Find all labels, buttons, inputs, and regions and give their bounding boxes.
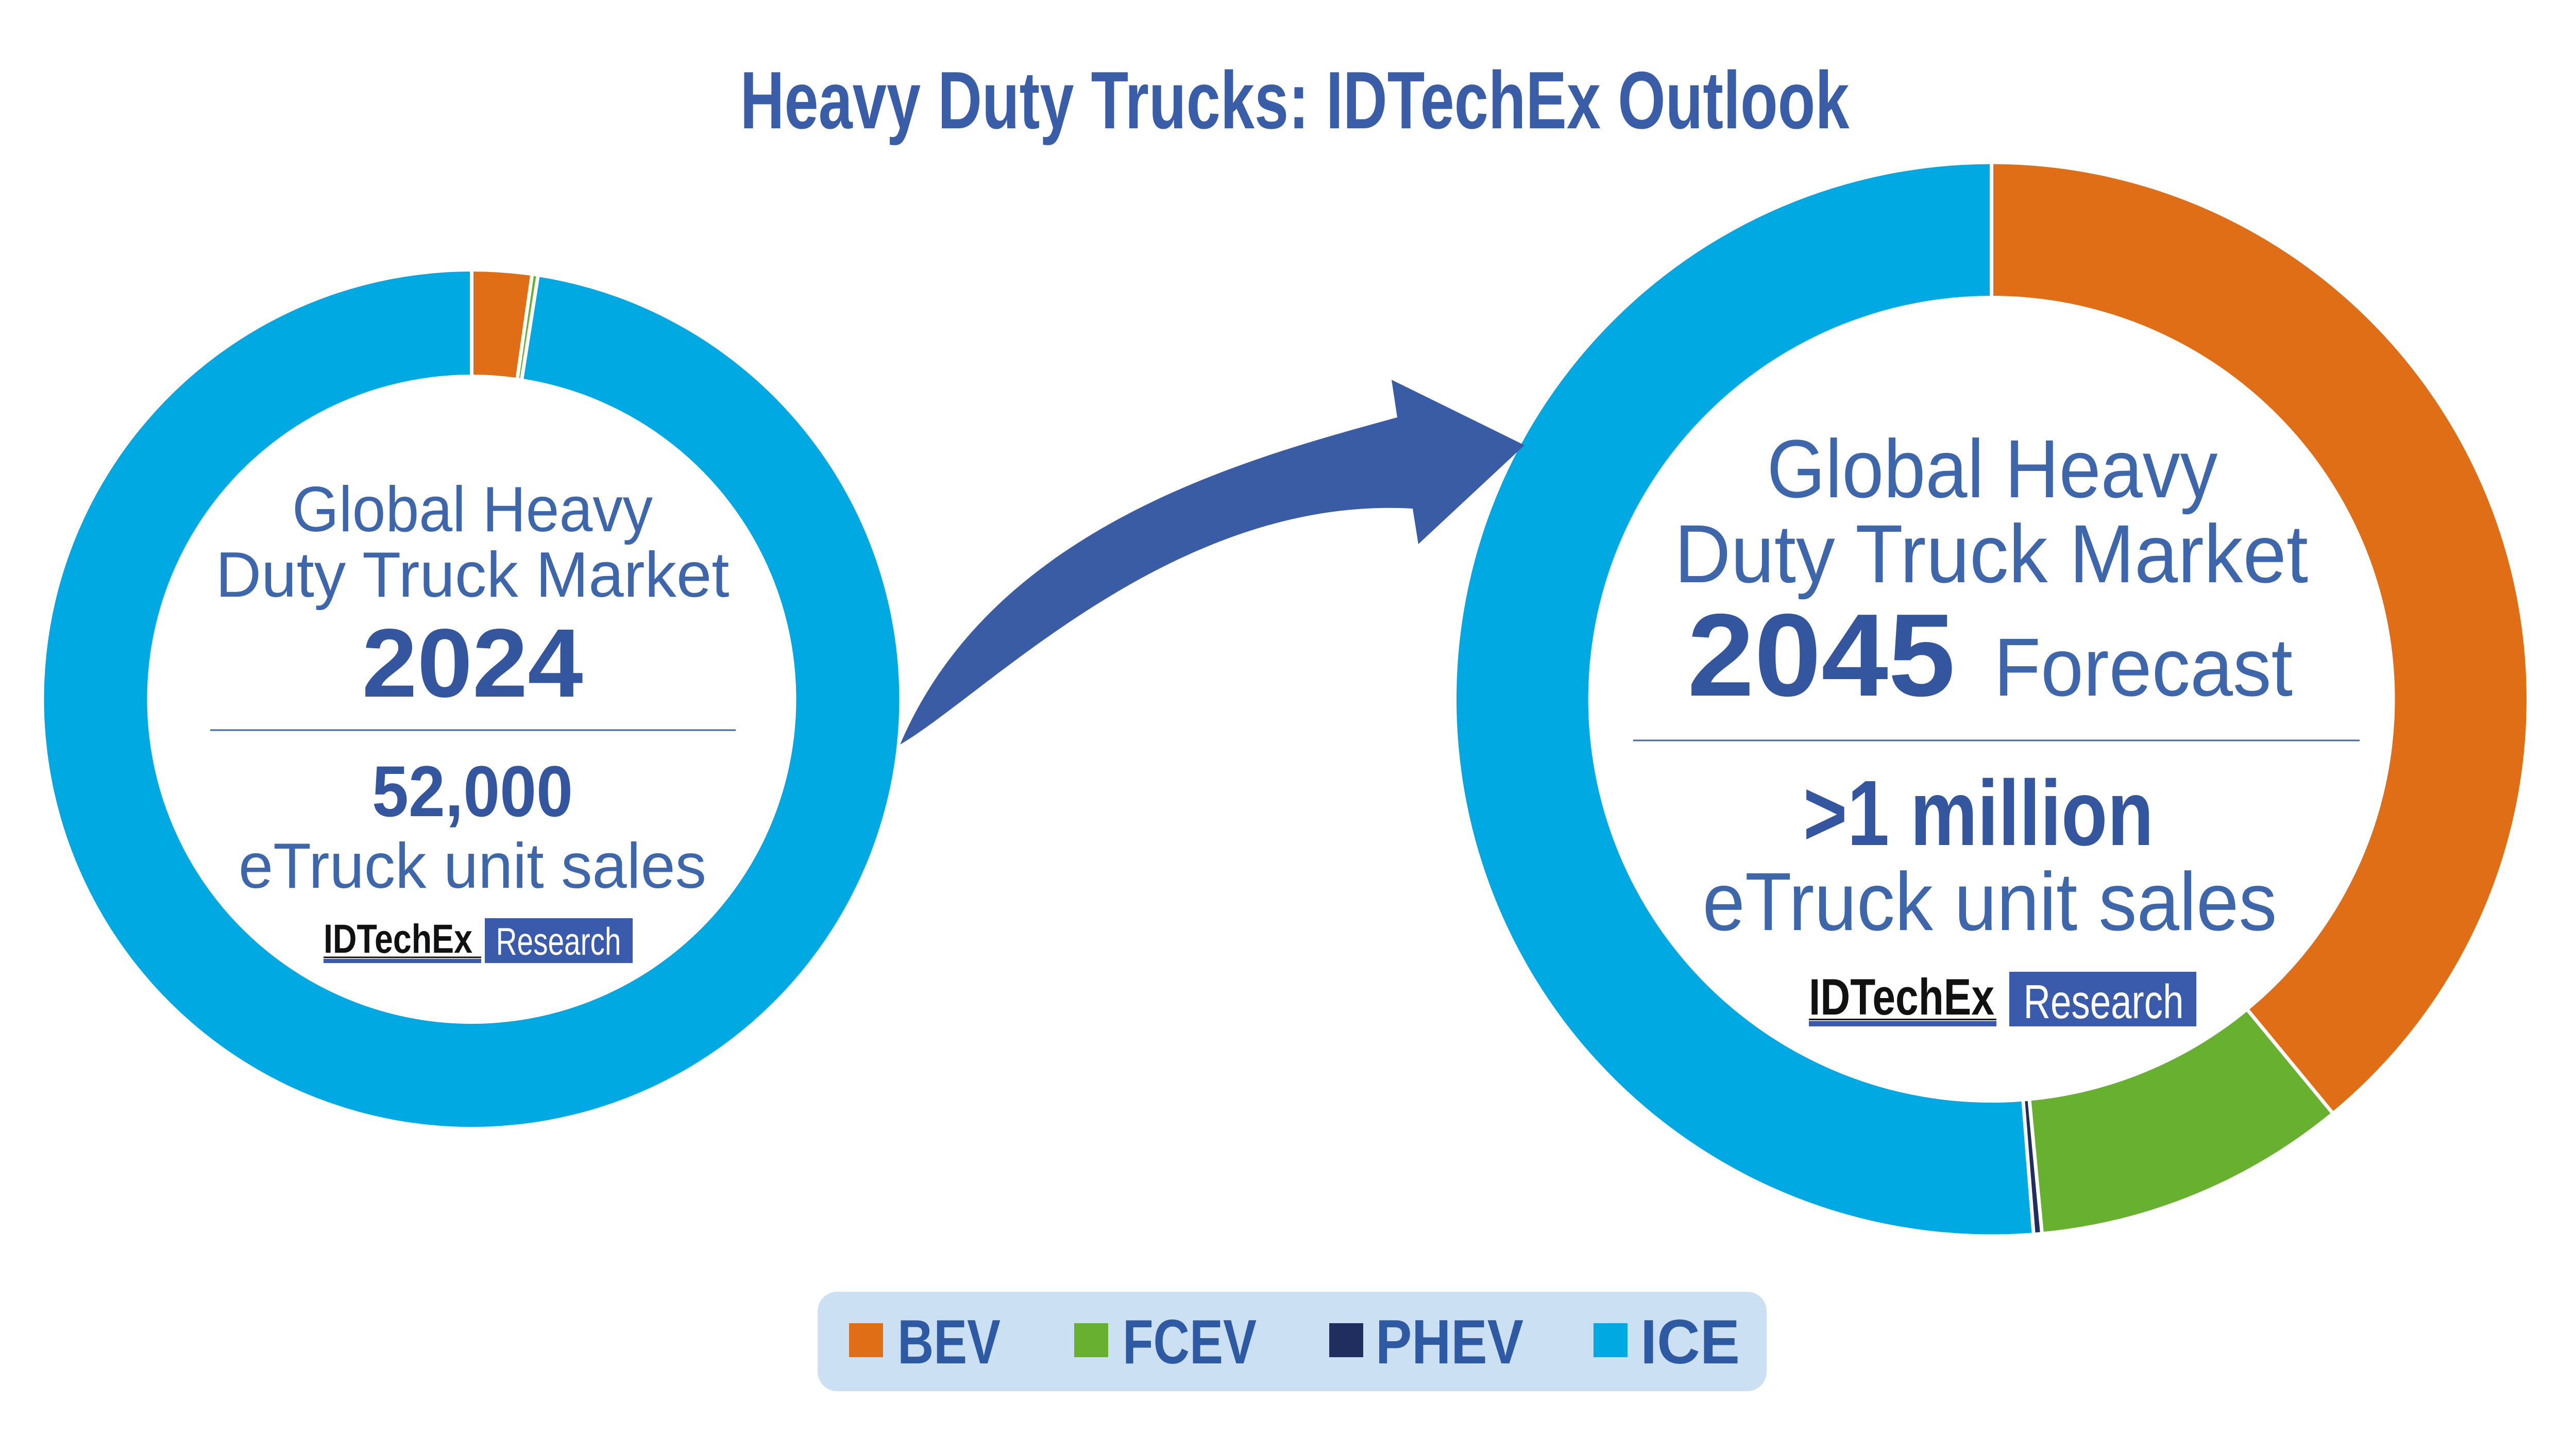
svg-text:eTruck unit sales: eTruck unit sales: [239, 831, 706, 902]
svg-text:Research: Research: [496, 920, 621, 963]
svg-text:Heavy Duty Trucks: IDTechEx Ou: Heavy Duty Trucks: IDTechEx Outlook: [740, 55, 1850, 146]
svg-text:>1 million: >1 million: [1803, 762, 2154, 865]
svg-text:Research: Research: [2024, 975, 2184, 1028]
svg-text:Forecast: Forecast: [1994, 621, 2293, 713]
svg-text:2024: 2024: [362, 609, 583, 718]
svg-text:IDTechEx: IDTechEx: [1809, 968, 1994, 1025]
svg-text:ICE: ICE: [1640, 1307, 1740, 1377]
svg-text:Duty Truck Market: Duty Truck Market: [216, 539, 730, 611]
svg-text:52,000: 52,000: [372, 751, 573, 832]
svg-text:IDTechEx: IDTechEx: [324, 916, 472, 961]
svg-text:Duty Truck Market: Duty Truck Market: [1674, 508, 2308, 600]
svg-text:Global Heavy: Global Heavy: [292, 474, 653, 545]
svg-text:BEV: BEV: [897, 1307, 1001, 1377]
svg-text:2045: 2045: [1687, 590, 1955, 721]
svg-text:eTruck unit sales: eTruck unit sales: [1703, 855, 2277, 948]
svg-text:Global Heavy: Global Heavy: [1767, 423, 2218, 515]
svg-text:FCEV: FCEV: [1123, 1307, 1257, 1377]
svg-text:PHEV: PHEV: [1376, 1307, 1523, 1377]
